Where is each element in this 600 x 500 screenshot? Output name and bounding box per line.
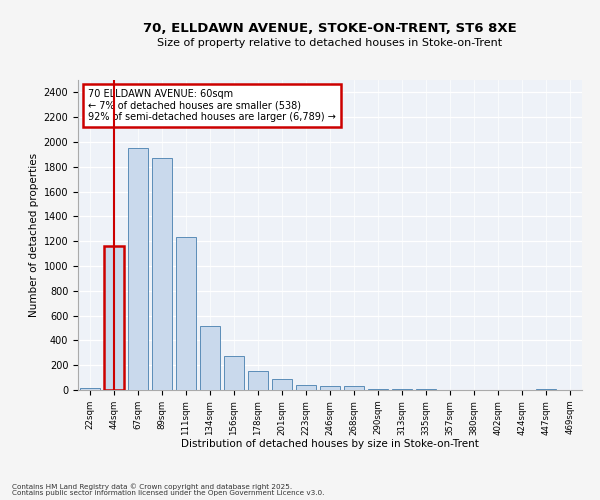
Bar [296,385,316,390]
Text: 70 ELLDAWN AVENUE: 60sqm
← 7% of detached houses are smaller (538)
92% of semi-d: 70 ELLDAWN AVENUE: 60sqm ← 7% of detache… [88,90,336,122]
Bar [248,371,268,390]
Bar [344,386,364,390]
Bar [272,379,292,390]
Bar [80,388,100,390]
Bar [536,389,556,390]
Bar [392,388,412,390]
Bar [176,238,196,390]
Text: Contains HM Land Registry data © Crown copyright and database right 2025.: Contains HM Land Registry data © Crown c… [12,484,292,490]
Bar [320,386,340,390]
X-axis label: Distribution of detached houses by size in Stoke-on-Trent: Distribution of detached houses by size … [181,439,479,449]
Text: Size of property relative to detached houses in Stoke-on-Trent: Size of property relative to detached ho… [157,38,503,48]
Text: Contains public sector information licensed under the Open Government Licence v3: Contains public sector information licen… [12,490,325,496]
Bar [152,158,172,390]
Bar [368,389,388,390]
Bar [224,356,244,390]
Y-axis label: Number of detached properties: Number of detached properties [29,153,40,317]
Bar [200,326,220,390]
Text: 70, ELLDAWN AVENUE, STOKE-ON-TRENT, ST6 8XE: 70, ELLDAWN AVENUE, STOKE-ON-TRENT, ST6 … [143,22,517,36]
Bar [128,148,148,390]
Bar [104,246,124,390]
